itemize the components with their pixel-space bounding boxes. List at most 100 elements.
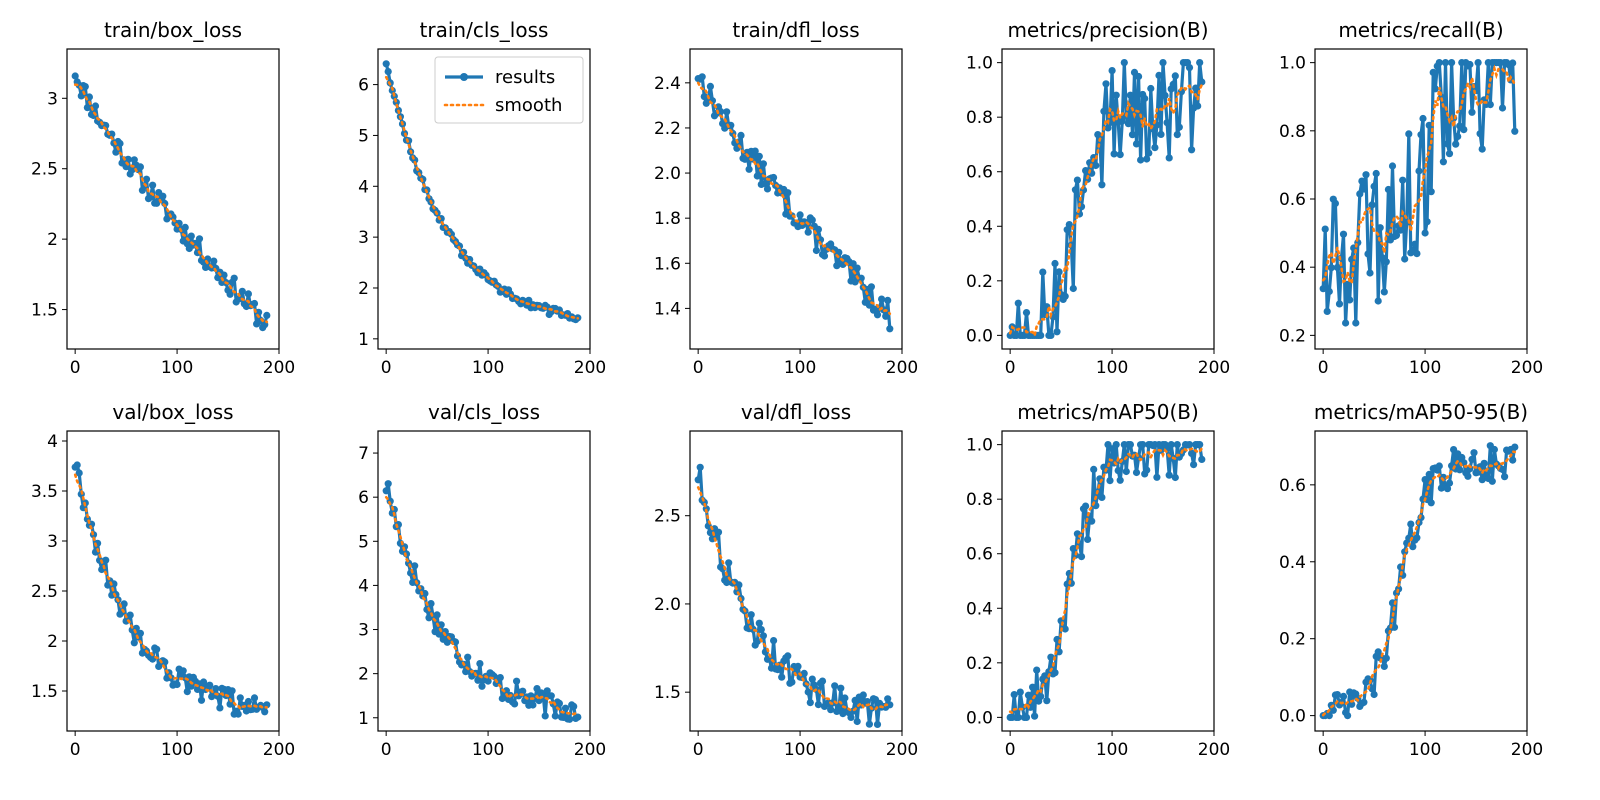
results-point (806, 699, 814, 707)
subplot-title: val/cls_loss (428, 400, 540, 424)
y-tick-label: 0.8 (966, 108, 993, 128)
results-point (1501, 473, 1509, 481)
y-tick-label: 0.4 (966, 599, 993, 619)
results-point (519, 687, 527, 695)
results-point (130, 156, 138, 164)
results-point (1329, 706, 1337, 714)
results-point (437, 621, 445, 629)
results-point (873, 720, 882, 729)
results-point (1196, 59, 1204, 67)
axes-frame (1001, 48, 1215, 350)
results-point (510, 700, 519, 708)
results-point (1480, 459, 1488, 467)
results-point (882, 312, 890, 320)
results-line (696, 465, 892, 727)
results-point (1100, 107, 1108, 115)
results-point (216, 704, 224, 712)
subplot-title: val/box_loss (112, 400, 233, 424)
results-point (1425, 470, 1433, 478)
results-point (1196, 441, 1204, 449)
results-point (1077, 553, 1086, 561)
results-point (1175, 123, 1183, 131)
x-tick-label: 100 (472, 358, 504, 378)
subplot-title: metrics/recall(B) (1338, 18, 1503, 42)
results-point (1188, 146, 1196, 154)
results-point (1153, 473, 1161, 481)
results-point (1047, 653, 1055, 661)
subplot-6: val/box_loss 0 100 200 1.5 2 2.5 3 3.5 4 (31, 400, 295, 760)
y-tick-label: 1.8 (654, 209, 681, 229)
results-point (1037, 331, 1045, 339)
results-point (1165, 154, 1173, 162)
results-point (193, 685, 202, 694)
x-tick-label: 0 (693, 358, 704, 378)
results-point (108, 130, 116, 138)
smooth-line (696, 81, 892, 316)
results-point (161, 658, 169, 666)
results-point (1425, 121, 1433, 129)
results-point (800, 669, 808, 678)
results-point (1468, 108, 1476, 116)
results-point (1033, 666, 1041, 674)
smooth-line (1321, 450, 1517, 717)
results-point (427, 600, 435, 608)
x-tick-label: 100 (161, 358, 193, 378)
x-tick-label: 200 (574, 740, 606, 760)
results-point (181, 223, 189, 231)
results-point (1132, 140, 1141, 148)
results-point (1470, 449, 1478, 457)
y-tick-label: 1.6 (654, 254, 681, 274)
y-tick-label: 0.2 (1279, 326, 1306, 346)
results-point (71, 72, 79, 80)
y-tick-label: 1.5 (31, 301, 58, 321)
results-point (1370, 182, 1378, 190)
results-point (1037, 692, 1045, 701)
smooth-line (73, 473, 269, 711)
axes-frame (377, 48, 591, 350)
smooth-line (696, 486, 892, 712)
results-point (384, 480, 392, 488)
results-point (206, 681, 214, 689)
results-point (183, 688, 191, 696)
results-point (1022, 309, 1031, 317)
x-tick-label: 200 (1511, 358, 1543, 378)
results-point (1185, 441, 1194, 449)
results-point (827, 706, 835, 714)
results-point (1368, 685, 1376, 693)
results-point (466, 255, 474, 264)
legend: results smooth (434, 56, 584, 124)
results-point (1014, 713, 1022, 722)
results-point (464, 653, 472, 661)
results-point (561, 704, 570, 712)
results-point (102, 556, 110, 564)
y-tick-label: 1.5 (654, 683, 681, 703)
results-point (886, 325, 894, 333)
results-point (1022, 713, 1031, 722)
subplot-3: train/dfl_loss 0 100 200 1.4 1.6 1.8 2.0 2.2 2.4 (654, 18, 918, 378)
results-point (1486, 101, 1494, 109)
results-point (191, 239, 199, 247)
results-point (116, 139, 124, 148)
results-point (75, 469, 83, 477)
results-point (796, 211, 804, 219)
results-point (1443, 140, 1452, 148)
x-tick-label: 0 (693, 740, 704, 760)
results-point (808, 675, 816, 683)
results-point (1116, 151, 1124, 159)
results-point (853, 264, 861, 272)
results-point (1325, 287, 1333, 296)
results-point (250, 694, 259, 702)
results-point (1069, 545, 1077, 553)
results-point (1390, 623, 1399, 631)
results-point (1192, 84, 1200, 92)
y-tick-label: 2 (358, 665, 369, 685)
results-point (1116, 476, 1124, 484)
results-point (1392, 231, 1401, 239)
results-point (1198, 78, 1206, 86)
results-point (250, 299, 259, 308)
results-point (831, 682, 839, 690)
results-point (153, 199, 161, 207)
results-point (1169, 80, 1177, 88)
results-point (263, 311, 271, 319)
results-point (814, 701, 823, 709)
